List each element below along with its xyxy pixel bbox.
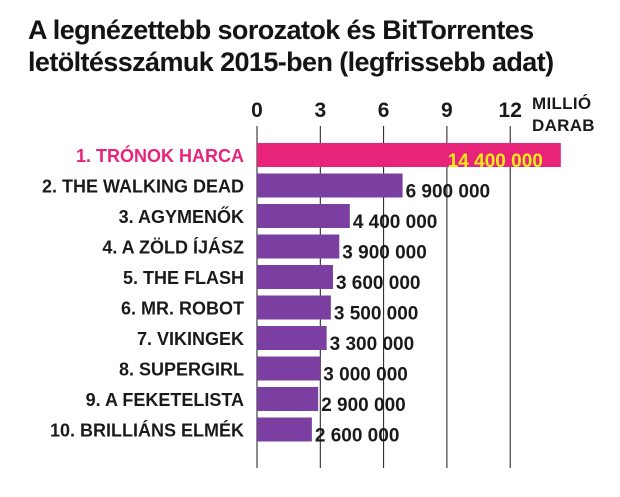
bar-10 xyxy=(257,417,312,442)
category-label-2: 2. THE WALKING DEAD xyxy=(42,177,244,197)
value-label-4: 3 900 000 xyxy=(342,243,427,264)
bar-6 xyxy=(257,295,331,320)
value-label-1: 14 400 000 xyxy=(448,151,543,172)
category-label-3: 3. AGYMENŐK xyxy=(119,206,244,227)
category-label-1: 1. TRÓNOK HARCA xyxy=(76,145,244,166)
chart-title-line-2: letöltésszámuk 2015-ben (legfrissebb ada… xyxy=(28,47,554,77)
bar-3 xyxy=(257,204,350,228)
value-label-7: 3 300 000 xyxy=(330,334,415,355)
value-label-2: 6 900 000 xyxy=(406,182,491,203)
chart-title: A legnézettebb sorozatok és BitTorrentes… xyxy=(28,14,608,78)
x-tick-label-12: 12 xyxy=(499,99,522,122)
bar-5 xyxy=(257,265,333,289)
bar-1 xyxy=(257,143,561,167)
category-label-4: 4. A ZÖLD ÍJÁSZ xyxy=(102,237,244,258)
category-label-9: 9. A FEKETELISTA xyxy=(86,390,244,410)
category-label-5: 5. THE FLASH xyxy=(123,268,244,288)
unit-label-line-2: DARAB xyxy=(532,116,595,135)
value-label-9: 2 900 000 xyxy=(321,395,406,416)
category-label-10: 10. BRILLIÁNS ELMÉK xyxy=(50,420,244,441)
category-label-8: 8. SUPERGIRL xyxy=(119,360,244,380)
chart-title-line-1: A legnézettebb sorozatok és BitTorrentes xyxy=(28,15,534,45)
x-tick-label-3: 3 xyxy=(314,99,326,122)
x-tick-label-9: 9 xyxy=(441,99,453,122)
value-label-3: 4 400 000 xyxy=(353,212,438,233)
value-label-6: 3 500 000 xyxy=(334,304,419,325)
bar-7 xyxy=(257,326,327,350)
category-label-6: 6. MR. ROBOT xyxy=(121,299,244,319)
x-tick-label-0: 0 xyxy=(251,99,263,122)
x-tick-label-6: 6 xyxy=(378,99,390,122)
value-label-8: 3 000 000 xyxy=(323,365,408,386)
bar-2 xyxy=(257,173,403,198)
category-label-7: 7. VIKINGEK xyxy=(137,329,244,349)
value-label-5: 3 600 000 xyxy=(336,273,421,294)
bar-8 xyxy=(257,356,321,381)
value-label-10: 2 600 000 xyxy=(315,426,400,447)
bar-4 xyxy=(257,234,340,259)
unit-label-line-1: MILLIÓ xyxy=(532,94,591,113)
bar-9 xyxy=(257,387,319,411)
